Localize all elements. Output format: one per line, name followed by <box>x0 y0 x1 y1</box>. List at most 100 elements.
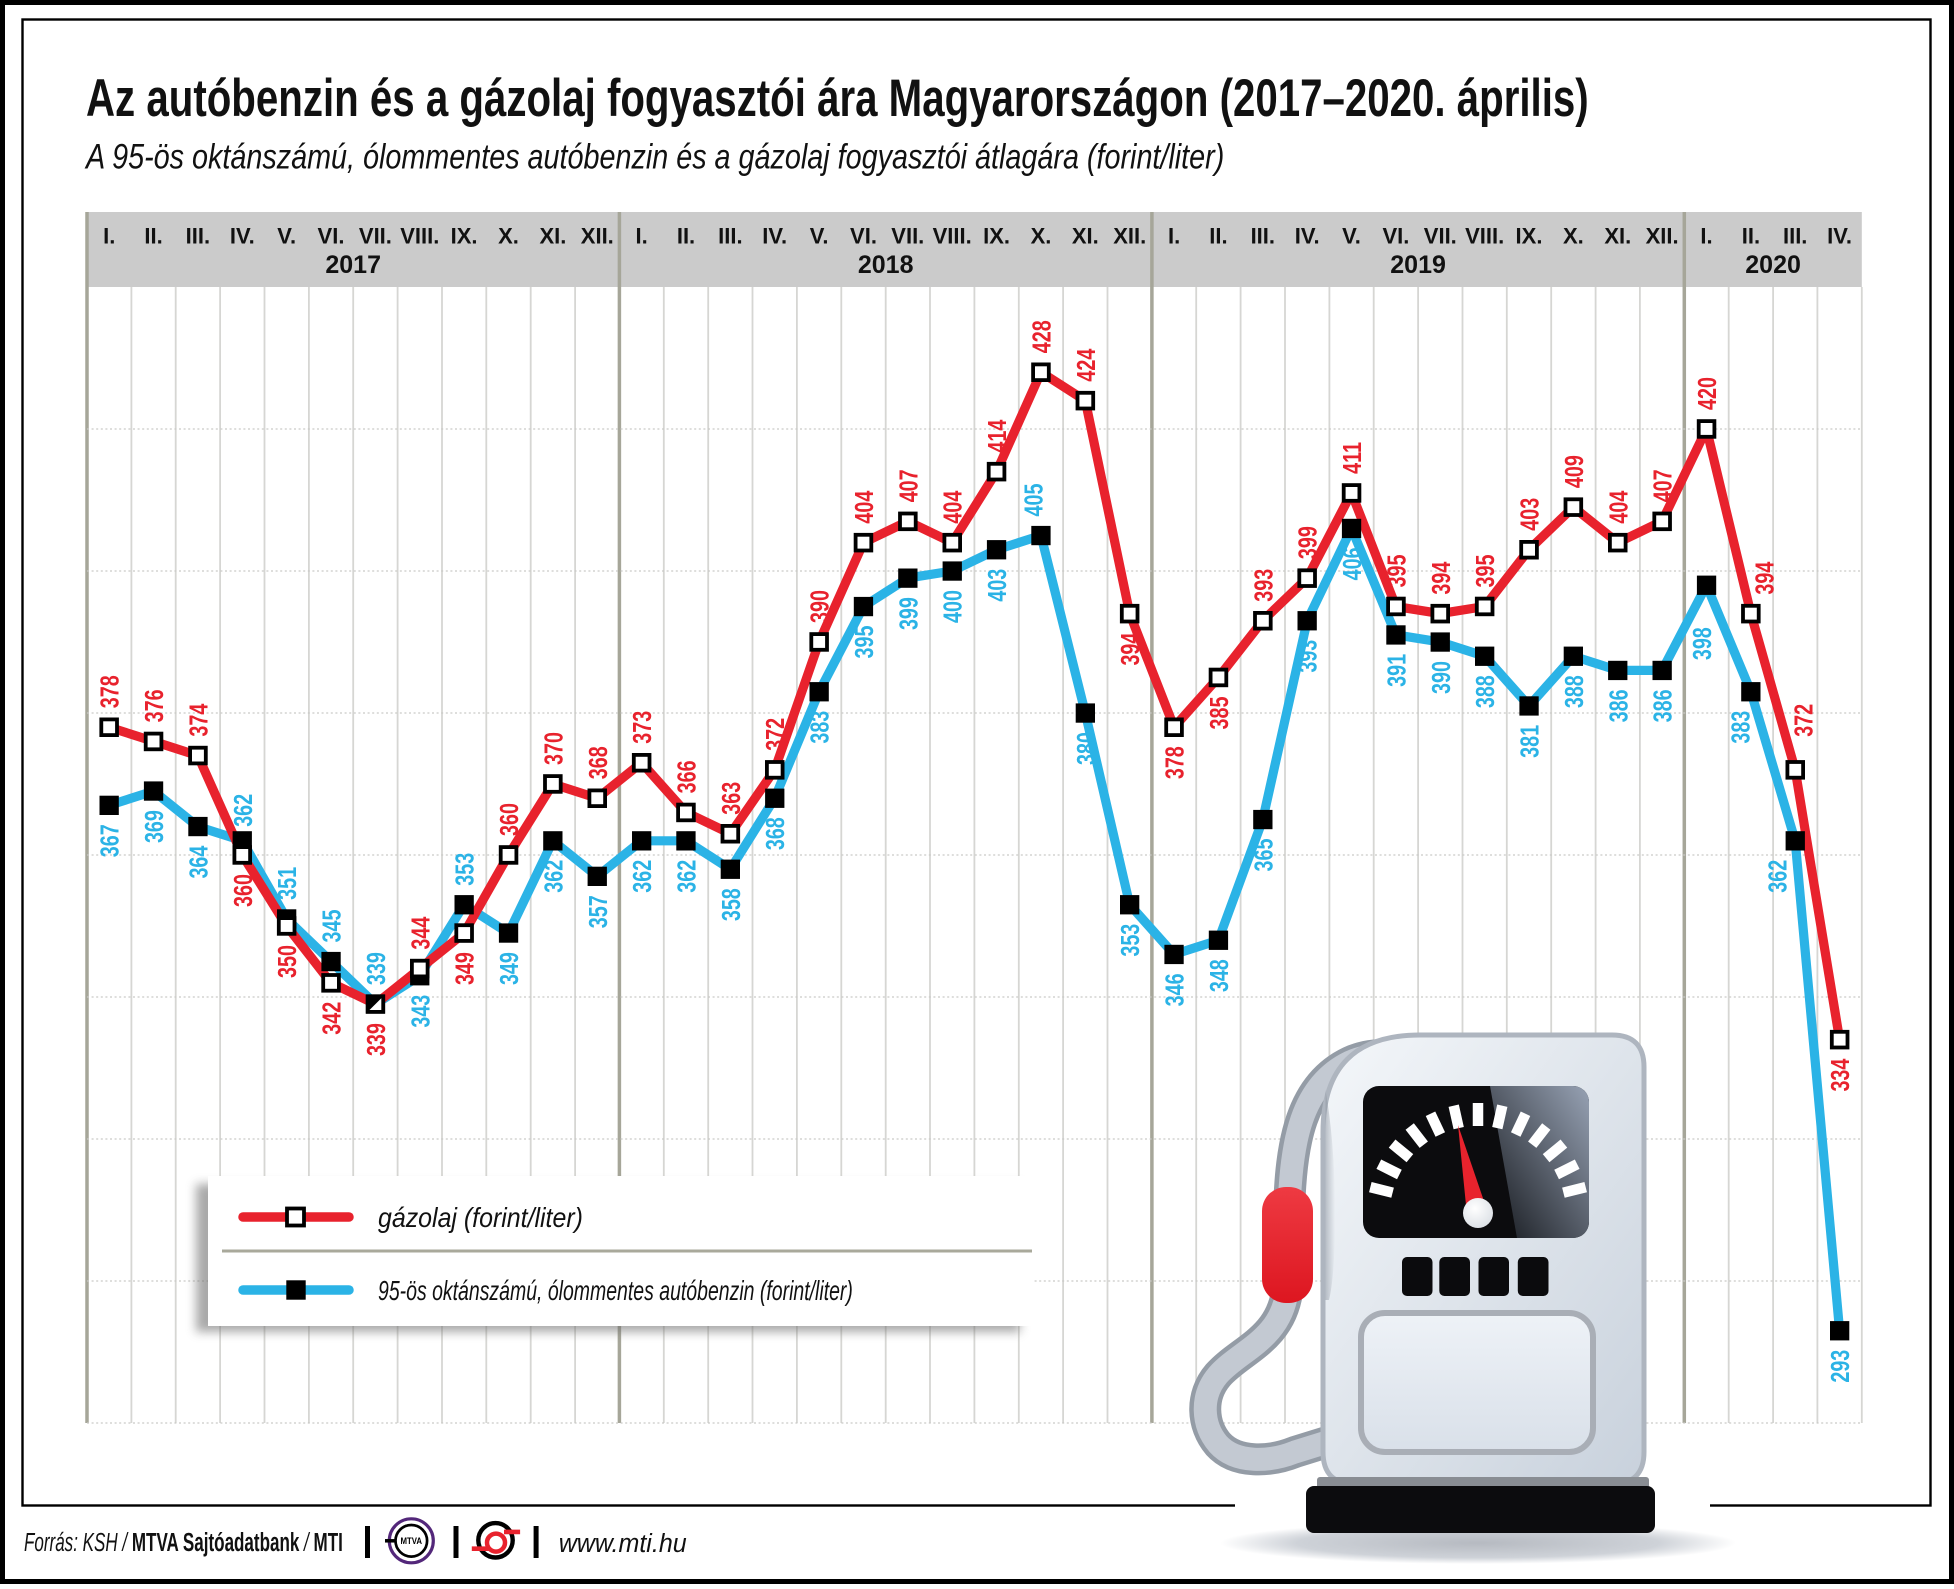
svg-text:390: 390 <box>805 590 834 623</box>
svg-text:394: 394 <box>1426 562 1455 595</box>
svg-text:381: 381 <box>1515 725 1544 758</box>
svg-text:X.: X. <box>498 224 519 249</box>
svg-text:362: 362 <box>1763 860 1792 893</box>
svg-text:372: 372 <box>1789 704 1818 737</box>
svg-text:428: 428 <box>1027 320 1056 353</box>
svg-text:334: 334 <box>1825 1058 1854 1091</box>
svg-text:368: 368 <box>761 817 790 850</box>
svg-text:II.: II. <box>1209 224 1227 249</box>
svg-text:404: 404 <box>1604 491 1633 524</box>
svg-text:II.: II. <box>1742 224 1760 249</box>
svg-text:383: 383 <box>805 711 834 744</box>
svg-text:363: 363 <box>716 782 745 815</box>
svg-text:339: 339 <box>361 952 390 985</box>
svg-text:II.: II. <box>677 224 695 249</box>
svg-text:395: 395 <box>1471 554 1500 587</box>
svg-text:399: 399 <box>894 597 923 630</box>
svg-text:V.: V. <box>1342 224 1361 249</box>
svg-text:400: 400 <box>938 590 967 623</box>
svg-text:X.: X. <box>1563 224 1584 249</box>
svg-text:VI.: VI. <box>850 224 877 249</box>
svg-text:376: 376 <box>139 689 168 722</box>
svg-text:353: 353 <box>1116 924 1145 957</box>
svg-text:407: 407 <box>1648 469 1677 502</box>
svg-text:I.: I. <box>1700 224 1712 249</box>
svg-text:I.: I. <box>103 224 115 249</box>
svg-text:A 95-ös oktánszámú, ólommentes: A 95-ös oktánszámú, ólommentes autóbenzi… <box>84 137 1224 176</box>
svg-text:388: 388 <box>1471 675 1500 708</box>
svg-text:393: 393 <box>1293 640 1322 673</box>
svg-text:362: 362 <box>539 860 568 893</box>
svg-text:394: 394 <box>1750 562 1779 595</box>
svg-text:360: 360 <box>228 874 257 907</box>
svg-text:365: 365 <box>1249 838 1278 871</box>
svg-text:378: 378 <box>95 675 124 708</box>
svg-text:342: 342 <box>317 1002 346 1035</box>
svg-text:424: 424 <box>1071 349 1100 382</box>
svg-text:gázolaj (forint/liter): gázolaj (forint/liter) <box>378 1202 583 1234</box>
svg-text:III.: III. <box>1783 224 1807 249</box>
svg-text:XII.: XII. <box>1113 224 1146 249</box>
svg-text:403: 403 <box>982 569 1011 602</box>
svg-text:411: 411 <box>1337 442 1366 474</box>
svg-text:405: 405 <box>1019 483 1048 516</box>
svg-text:I.: I. <box>1168 224 1180 249</box>
svg-text:IV.: IV. <box>230 224 255 249</box>
svg-text:353: 353 <box>450 853 479 886</box>
svg-text:407: 407 <box>894 469 923 502</box>
svg-text:414: 414 <box>982 420 1011 453</box>
svg-text:339: 339 <box>361 1023 390 1056</box>
svg-text:III.: III. <box>718 224 742 249</box>
svg-text:293: 293 <box>1825 1350 1854 1383</box>
svg-text:380: 380 <box>1071 732 1100 765</box>
svg-text:373: 373 <box>627 711 656 744</box>
svg-text:IX.: IX. <box>1516 224 1543 249</box>
svg-text:2018: 2018 <box>858 251 914 279</box>
svg-text:VII.: VII. <box>359 224 392 249</box>
svg-text:383: 383 <box>1726 711 1755 744</box>
svg-text:XII.: XII. <box>581 224 614 249</box>
svg-text:372: 372 <box>761 718 790 751</box>
svg-text:2020: 2020 <box>1745 251 1801 279</box>
svg-text:362: 362 <box>672 860 701 893</box>
svg-text:VII.: VII. <box>891 224 924 249</box>
svg-text:VIII.: VIII. <box>400 224 439 249</box>
svg-text:IX.: IX. <box>983 224 1010 249</box>
svg-text:Az autóbenzin és a gázolaj fog: Az autóbenzin és a gázolaj fogyasztói ár… <box>86 69 1589 127</box>
svg-text:364: 364 <box>184 845 213 878</box>
svg-text:368: 368 <box>583 746 612 779</box>
svg-text:346: 346 <box>1160 973 1189 1006</box>
svg-text:386: 386 <box>1648 689 1677 722</box>
svg-text:XI.: XI. <box>539 224 566 249</box>
svg-text:IV.: IV. <box>1827 224 1852 249</box>
svg-text:388: 388 <box>1559 675 1588 708</box>
svg-text:395: 395 <box>849 625 878 658</box>
svg-text:404: 404 <box>849 491 878 524</box>
svg-text:VIII.: VIII. <box>1465 224 1504 249</box>
svg-text:409: 409 <box>1559 455 1588 488</box>
svg-text:349: 349 <box>494 952 523 985</box>
svg-text:404: 404 <box>938 491 967 524</box>
svg-text:MTVA: MTVA <box>401 1535 423 1546</box>
svg-text:II.: II. <box>144 224 162 249</box>
svg-text:XI.: XI. <box>1072 224 1099 249</box>
svg-text:403: 403 <box>1515 498 1544 531</box>
svg-text:350: 350 <box>273 945 302 978</box>
svg-text:344: 344 <box>406 917 435 950</box>
svg-text:349: 349 <box>450 952 479 985</box>
svg-text:VIII.: VIII. <box>933 224 972 249</box>
svg-text:IV.: IV. <box>762 224 787 249</box>
svg-text:345: 345 <box>317 909 346 942</box>
svg-text:343: 343 <box>406 995 435 1028</box>
svg-text:VI.: VI. <box>318 224 345 249</box>
svg-text:2017: 2017 <box>325 251 381 279</box>
svg-text:395: 395 <box>1382 554 1411 587</box>
svg-text:www.mti.hu: www.mti.hu <box>559 1529 687 1558</box>
svg-text:X.: X. <box>1031 224 1052 249</box>
svg-text:351: 351 <box>273 867 302 900</box>
svg-text:399: 399 <box>1293 526 1322 559</box>
svg-text:III.: III. <box>1251 224 1275 249</box>
svg-text:374: 374 <box>184 704 213 737</box>
svg-text:420: 420 <box>1692 377 1721 410</box>
svg-text:V.: V. <box>277 224 296 249</box>
